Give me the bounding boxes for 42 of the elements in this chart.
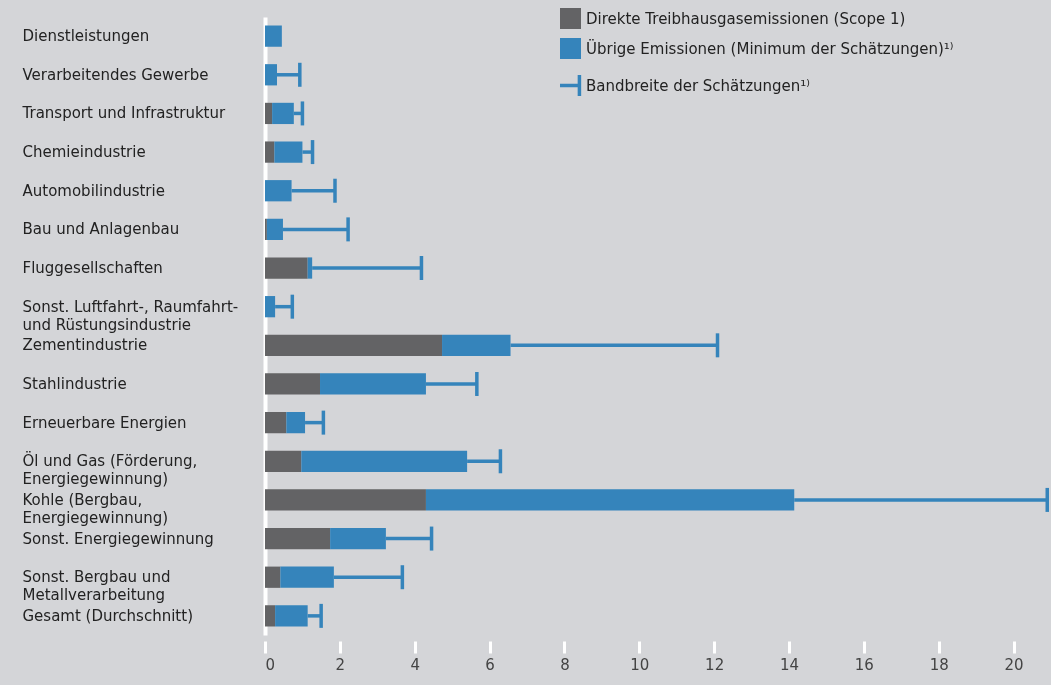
y-tick-label: Erneuerbare Energien [22, 413, 187, 432]
bar [265, 411, 287, 434]
x-tick-label: 6 [485, 655, 495, 674]
y-tick-label: Kohle (Bergbau, Energiegewinnung) [22, 490, 169, 527]
x-tick-label: 14 [779, 655, 800, 674]
x-tick-label: 0 [265, 655, 276, 674]
y-tick-label: Chemieindustrie [22, 143, 146, 162]
y-tick-label: Zementindustrie [22, 336, 148, 355]
bar [265, 450, 302, 472]
bar [265, 334, 443, 356]
x-tick-label: 4 [410, 655, 420, 674]
y-tick-label: Dienstleistungen [22, 27, 150, 46]
annotation: Bandbreite der Schätzungen¹⁾ [586, 76, 811, 95]
y-tick-label: Automobilindustrie [22, 181, 165, 200]
x-tick-label: 16 [854, 655, 874, 674]
bar [265, 373, 321, 395]
x-tick-label: 18 [929, 655, 949, 674]
bar [265, 489, 426, 511]
y-tick-label: Transport und Infrastruktur [21, 104, 226, 123]
bar [265, 527, 331, 550]
legend-label: Direkte Treibhausgasemissionen (Scope 1) [586, 9, 906, 28]
bar [265, 566, 281, 588]
bar [265, 25, 282, 47]
bar [265, 141, 275, 163]
x-tick-label: 20 [1004, 655, 1024, 674]
y-tick-label: Fluggesellschaften [22, 259, 163, 278]
bar [265, 257, 308, 279]
y-tick-label: Gesamt (Durchschnitt) [22, 606, 193, 625]
x-tick-label: 12 [705, 655, 725, 674]
y-tick-label: Bau und Anlagenbau [22, 220, 180, 239]
x-tick-label: 2 [335, 655, 346, 674]
y-tick-label: Stahlindustrie [22, 374, 127, 393]
x-tick-label: 10 [630, 655, 650, 674]
bar [265, 605, 276, 627]
y-tick-label: Sonst. Luftfahrt-, Raumfahrt- und Rüstungsindustrie [22, 297, 239, 334]
x-tick-label: 8 [560, 655, 570, 674]
y-tick-label: Verarbeitendes Gewerbe [22, 65, 209, 84]
y-tick-label: Sonst. Energiegewinnung [22, 529, 214, 548]
bar [265, 102, 273, 125]
y-tick-label: Öl und Gas (Förderung, Energiegewinnung) [22, 451, 198, 489]
legend-label: Übrige Emissionen (Minimum der Schätzungen)¹⁾ [586, 38, 954, 58]
y-tick-label: Sonst. Bergbau und Metallverarbeitung [22, 568, 171, 605]
